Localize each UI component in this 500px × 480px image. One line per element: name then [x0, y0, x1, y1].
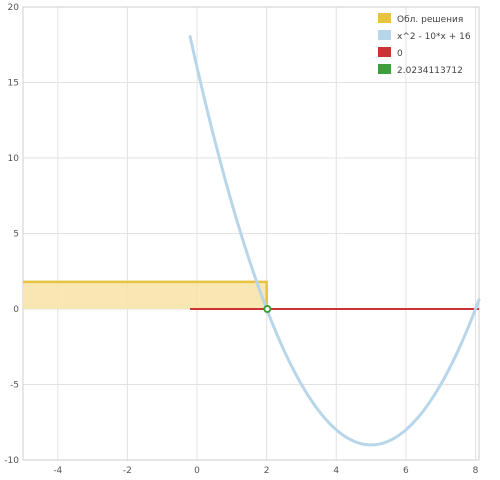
- solution-area-border: [23, 280, 268, 309]
- legend-swatch: [378, 13, 391, 23]
- x-tick-label: 4: [333, 466, 339, 476]
- solution-area-layer: [23, 280, 268, 309]
- y-tick-label: 5: [13, 230, 19, 240]
- solution-area-fill: [23, 281, 267, 309]
- x-tick-label: 2: [264, 466, 270, 476]
- y-tick-label: -10: [4, 456, 19, 466]
- y-tick-label: -5: [10, 381, 19, 391]
- legend-swatch: [378, 30, 391, 40]
- x-tick-label: -2: [123, 466, 132, 476]
- y-tick-label: 15: [8, 79, 19, 89]
- legend-swatch: [378, 64, 391, 74]
- legend[interactable]: Обл. решения x^2 - 10*x + 16 0 2.0234113712: [378, 13, 471, 76]
- root-point-layer: [263, 305, 272, 313]
- legend-item[interactable]: 2.0234113712: [378, 64, 463, 76]
- legend-item[interactable]: Обл. решения: [378, 13, 463, 25]
- tick-labels: -4 -2 0 2 4 6 8 -10 -5 0 5 10 15 20: [4, 3, 478, 476]
- x-tick-label: 6: [403, 466, 409, 476]
- parabola-layer: [188, 35, 481, 447]
- plot-frame: [22, 6, 480, 461]
- legend-swatch: [378, 47, 391, 57]
- y-tick-label: 10: [8, 154, 20, 164]
- y-tick-label: 20: [8, 3, 20, 13]
- legend-label: Обл. решения: [397, 15, 463, 25]
- parabola-curve: [188, 35, 481, 447]
- legend-label: 0: [397, 49, 403, 59]
- legend-label: 2.0234113712: [397, 66, 463, 76]
- legend-label: x^2 - 10*x + 16: [397, 32, 471, 42]
- legend-item[interactable]: 0: [378, 47, 403, 59]
- y-tick-label: 0: [13, 305, 19, 315]
- x-tick-label: 0: [194, 466, 200, 476]
- legend-item[interactable]: x^2 - 10*x + 16: [378, 30, 471, 42]
- x-tick-label: 8: [473, 466, 479, 476]
- root-point: [263, 305, 272, 313]
- x-tick-label: -4: [53, 466, 62, 476]
